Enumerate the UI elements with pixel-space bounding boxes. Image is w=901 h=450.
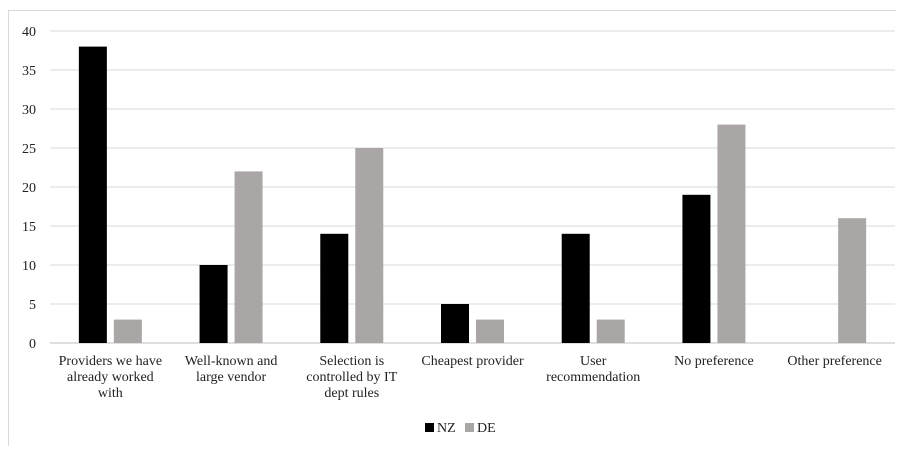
bar-de	[596, 319, 625, 343]
y-tick-label: 10	[22, 259, 36, 274]
bar-de	[234, 171, 263, 343]
bar-de	[355, 148, 384, 343]
bar-de	[476, 319, 504, 343]
bar-nz	[441, 304, 469, 343]
y-tick-label: 25	[22, 142, 36, 157]
y-tick-label: 30	[22, 103, 36, 118]
x-category-label: Other preference	[787, 354, 881, 369]
y-tick-label: 40	[22, 25, 36, 40]
gridlines	[50, 30, 895, 344]
x-axis-labels: Providers we have already worked with Well-…	[59, 354, 882, 401]
bar-de	[717, 124, 746, 343]
legend: NZ DE	[425, 421, 496, 436]
y-tick-label: 35	[22, 64, 36, 79]
legend-label-de: DE	[477, 421, 496, 436]
bar-nz	[199, 265, 228, 343]
bars	[78, 46, 867, 343]
bar-nz	[320, 233, 349, 343]
y-tick-label: 5	[29, 298, 36, 313]
bar-nz	[561, 233, 590, 343]
x-category-label: Providers we have already worked with	[59, 354, 162, 401]
x-category-label: Cheapest provider	[421, 354, 524, 369]
x-category-label: No preference	[674, 354, 754, 369]
chart-frame	[8, 10, 896, 446]
legend-swatch-nz	[425, 423, 434, 432]
bar-nz	[682, 194, 711, 343]
x-category-label: Selection is controlled by IT dept rules	[306, 354, 397, 401]
legend-swatch-de	[465, 423, 474, 432]
bar-de	[838, 218, 867, 343]
y-tick-label: 20	[22, 181, 36, 196]
y-tick-label: 0	[29, 337, 36, 352]
legend-label-nz: NZ	[437, 421, 456, 436]
x-category-label: Well-known and large vendor	[185, 354, 278, 385]
y-axis-ticks: 0 5 10 15 20 25 30 35 40	[22, 25, 36, 352]
x-category-label: User recommendation	[546, 354, 640, 385]
bar-nz	[78, 46, 107, 343]
y-tick-label: 15	[22, 220, 36, 235]
bar-de	[113, 319, 142, 343]
